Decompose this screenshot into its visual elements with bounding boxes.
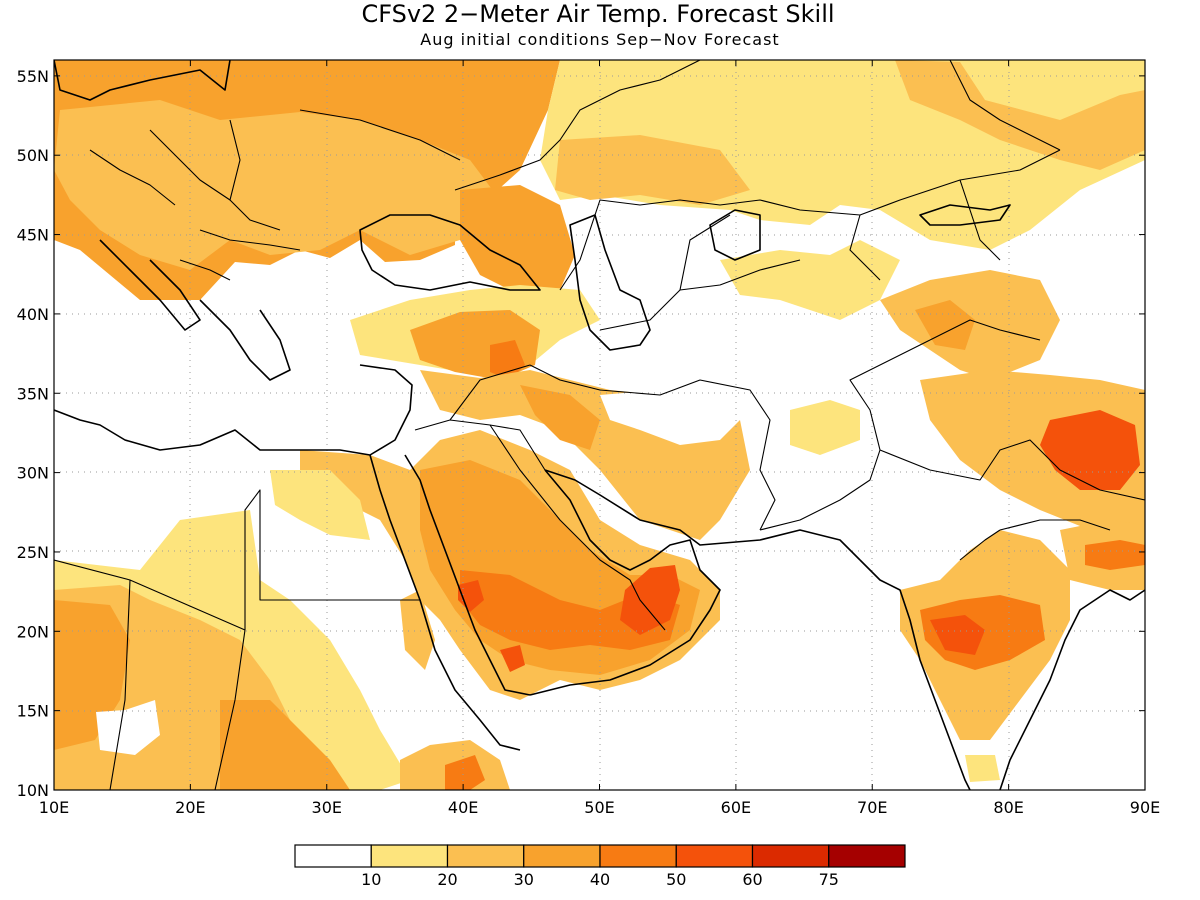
x-axis: 10E 20E 30E 40E 50E 60E 70E 80E 90E xyxy=(39,60,1160,817)
country-borders xyxy=(54,60,1145,790)
colorbar-label: 20 xyxy=(437,870,457,889)
coast-italy-greece xyxy=(99,239,291,381)
x-tick-label: 50E xyxy=(584,798,614,817)
skill-region-iran-white xyxy=(600,390,740,445)
coast-mediterranean-africa xyxy=(54,364,413,456)
x-tick-label: 90E xyxy=(1130,798,1160,817)
coast-india-west xyxy=(859,559,971,790)
colorbar-swatch xyxy=(751,844,830,868)
skill-region-iraq-core xyxy=(520,385,600,450)
colorbar-swatch xyxy=(370,844,449,868)
skill-region-sudan-south xyxy=(220,700,350,790)
y-tick-label: 10N xyxy=(17,781,49,800)
skill-shading xyxy=(54,60,1145,790)
skill-region-black-sea-north xyxy=(460,185,575,295)
skill-region-egypt-patch xyxy=(270,470,370,540)
colorbar-label: 40 xyxy=(590,870,610,889)
x-tick-label: 80E xyxy=(993,798,1023,817)
skill-region-uae-oman-hot xyxy=(620,565,680,635)
colorbar-label: 60 xyxy=(742,870,762,889)
y-tick-label: 55N xyxy=(17,67,49,86)
x-tick-label: 30E xyxy=(312,798,342,817)
x-tick-label: 60E xyxy=(721,798,751,817)
colorbar-swatch xyxy=(599,844,677,868)
colorbar-swatch xyxy=(828,844,906,868)
coast-persian-gulf xyxy=(544,469,861,561)
y-tick-label: 50N xyxy=(17,146,49,165)
coast-red-sea-east xyxy=(404,454,531,696)
colorbar-swatch xyxy=(294,844,372,868)
map-subtitle: Aug initial conditions Sep−Nov Forecast xyxy=(420,30,779,49)
y-tick-label: 30N xyxy=(17,464,49,483)
skill-region-central-europe xyxy=(54,100,500,270)
skill-region-mongolia-south xyxy=(720,240,900,320)
colorbar-label: 10 xyxy=(361,870,381,889)
y-tick-label: 40N xyxy=(17,305,49,324)
colorbar-label: 30 xyxy=(514,870,534,889)
skill-region-india-hot xyxy=(930,615,985,655)
skill-region-yemen-hot xyxy=(500,645,525,672)
coast-india-east xyxy=(999,589,1145,790)
coastlines xyxy=(54,60,1145,790)
skill-region-ethiopia-hot xyxy=(445,755,485,790)
skill-region-bangladesh-hot xyxy=(1085,540,1145,570)
skill-region-pamir-hot xyxy=(915,300,975,350)
coast-balkhash xyxy=(919,204,1011,226)
colorbar-swatch xyxy=(675,844,754,868)
skill-region-kazakh-orange xyxy=(555,135,750,205)
y-tick-label: 45N xyxy=(17,226,49,245)
colorbar-swatch xyxy=(523,844,601,868)
x-tick-label: 40E xyxy=(448,798,478,817)
map-title: CFSv2 2−Meter Air Temp. Forecast Skill xyxy=(361,0,834,28)
coast-europe-north xyxy=(54,60,231,101)
coast-black-sea xyxy=(359,214,541,291)
coast-arabia-south xyxy=(529,469,721,696)
x-tick-label: 10E xyxy=(39,798,69,817)
colorbar-label: 75 xyxy=(819,870,839,889)
skill-region-nile-strip xyxy=(400,590,435,670)
coast-red-sea-west xyxy=(369,454,521,751)
y-tick-label: 20N xyxy=(17,622,49,641)
skill-region-pakistan-north xyxy=(790,400,860,455)
skill-region-tibet-hot xyxy=(1040,410,1140,490)
colorbar: 10 20 30 40 50 60 75 xyxy=(294,844,906,889)
skill-region-mongolia xyxy=(895,60,1145,170)
map-area xyxy=(54,60,1145,790)
y-tick-label: 15N xyxy=(17,702,49,721)
y-axis: 10N 15N 20N 25N 30N 35N 40N 45N 50N 55N xyxy=(17,67,1145,800)
y-tick-label: 25N xyxy=(17,543,49,562)
skill-region-arabia-hot xyxy=(460,570,680,650)
coast-aral xyxy=(709,209,761,261)
skill-region-iraq-hot xyxy=(490,340,525,380)
colorbar-swatch xyxy=(446,844,525,868)
colorbar-label: 50 xyxy=(666,870,686,889)
skill-region-india-small xyxy=(965,755,1000,782)
coast-caspian xyxy=(569,214,651,351)
x-tick-label: 70E xyxy=(857,798,887,817)
skill-region-chad-white xyxy=(96,700,160,755)
x-tick-label: 20E xyxy=(175,798,205,817)
y-tick-label: 35N xyxy=(17,384,49,403)
